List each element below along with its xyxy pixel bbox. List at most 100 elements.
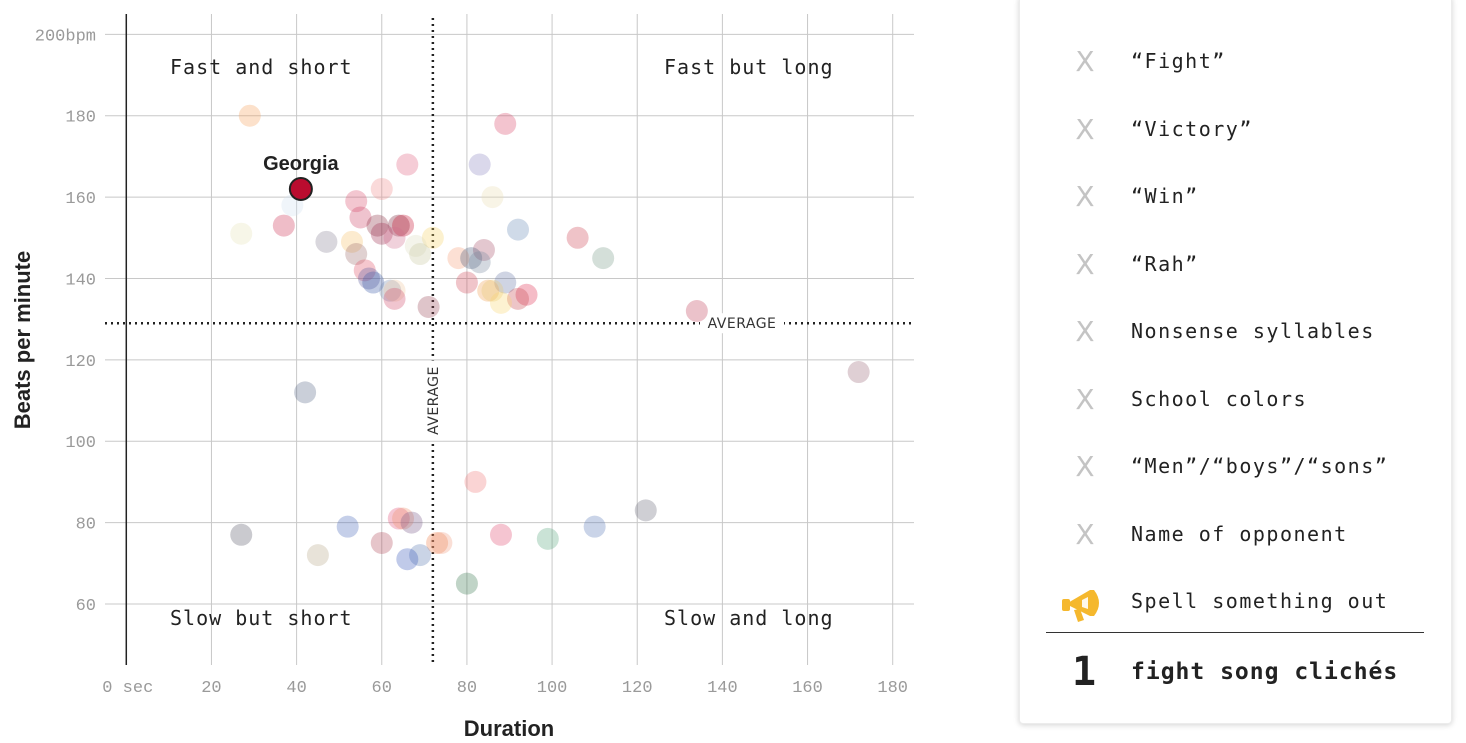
average-bpm-label: AVERAGE: [708, 316, 777, 332]
data-point[interactable]: [409, 544, 432, 567]
x-tick-label: 0 sec: [102, 679, 153, 698]
average-lines: AVERAGE AVERAGE: [105, 18, 914, 665]
data-point[interactable]: [392, 507, 415, 530]
data-point[interactable]: [421, 226, 444, 249]
data-point[interactable]: [489, 523, 512, 546]
data-point[interactable]: [362, 271, 385, 294]
data-points: [230, 104, 870, 595]
data-point[interactable]: [847, 361, 870, 384]
data-point[interactable]: [417, 295, 440, 318]
data-point[interactable]: [404, 234, 427, 257]
y-tick-label: 120: [65, 353, 96, 372]
data-point[interactable]: [383, 226, 406, 249]
data-point[interactable]: [396, 153, 419, 176]
data-point[interactable]: [507, 218, 530, 241]
data-point[interactable]: [336, 515, 359, 538]
x-icon: X: [1075, 45, 1095, 78]
cliche-label: “Win”: [1131, 184, 1199, 208]
data-point[interactable]: [230, 222, 253, 245]
y-tick-label: 80: [76, 516, 96, 535]
data-point[interactable]: [294, 381, 317, 404]
x-tick-label: 180: [877, 679, 908, 698]
data-point[interactable]: [515, 283, 538, 306]
x-icon: X: [1075, 180, 1095, 213]
data-point[interactable]: [345, 243, 368, 266]
data-point[interactable]: [238, 104, 261, 127]
data-point[interactable]: [357, 267, 380, 290]
data-point[interactable]: [272, 214, 295, 237]
data-point[interactable]: [464, 470, 487, 493]
grid: [105, 14, 914, 665]
x-icon: X: [1075, 247, 1095, 281]
data-point[interactable]: [494, 112, 517, 135]
panel-divider: [1046, 632, 1424, 633]
data-point[interactable]: [489, 291, 512, 314]
data-point[interactable]: [566, 226, 589, 249]
data-point[interactable]: [468, 153, 491, 176]
data-point[interactable]: [507, 287, 530, 310]
x-tick-label: 160: [792, 679, 823, 698]
cliche-item: X “Fight”: [1020, 42, 1451, 82]
data-point[interactable]: [306, 544, 329, 567]
data-point[interactable]: [370, 222, 393, 245]
data-point[interactable]: [685, 300, 708, 323]
cliche-item: X “Rah”: [1020, 245, 1451, 285]
cliche-label: “Men”/“boys”/“sons”: [1131, 454, 1389, 478]
highlight-group: Georgia: [263, 153, 340, 201]
data-point[interactable]: [447, 247, 470, 270]
cliche-item: X “Men”/“boys”/“sons”: [1020, 447, 1451, 487]
data-point[interactable]: [353, 259, 376, 282]
data-point[interactable]: [396, 548, 419, 571]
data-point[interactable]: [383, 287, 406, 310]
tick-labels: 60 80 100 120 140 160 180 200bpm 0 sec 20 40 60 80 10…: [35, 27, 908, 698]
y-tick-label: 140: [65, 271, 96, 290]
data-point[interactable]: [315, 230, 338, 253]
data-point[interactable]: [592, 247, 615, 270]
data-point[interactable]: [634, 499, 657, 522]
data-point[interactable]: [472, 238, 495, 261]
x-tick-label: 100: [537, 679, 568, 698]
data-point[interactable]: [340, 230, 363, 253]
data-point[interactable]: [477, 279, 500, 302]
data-point[interactable]: [383, 279, 406, 302]
x-icon: X: [1075, 112, 1095, 146]
data-point[interactable]: [370, 531, 393, 554]
data-point[interactable]: [345, 190, 368, 213]
data-point[interactable]: [426, 531, 449, 554]
x-axis-title: Duration: [464, 716, 554, 741]
data-point[interactable]: [468, 251, 491, 274]
data-point[interactable]: [230, 523, 253, 546]
data-point[interactable]: [379, 279, 402, 302]
data-point[interactable]: [583, 515, 606, 538]
data-point[interactable]: [494, 271, 517, 294]
highlight-point[interactable]: [288, 176, 313, 201]
average-duration-label: AVERAGE: [426, 366, 442, 435]
y-tick-label: 60: [76, 597, 96, 616]
data-point[interactable]: [455, 572, 478, 595]
data-point[interactable]: [370, 177, 393, 200]
quadrant-label-top-right: Fast but long: [664, 55, 834, 79]
x-icon: X: [1075, 315, 1095, 348]
data-point[interactable]: [349, 206, 372, 229]
data-point[interactable]: [387, 214, 410, 237]
data-point[interactable]: [481, 186, 504, 209]
data-point[interactable]: [460, 247, 483, 270]
data-point[interactable]: [481, 279, 504, 302]
data-point[interactable]: [409, 243, 432, 266]
y-tick-label: 180: [65, 109, 96, 128]
data-point[interactable]: [430, 531, 453, 554]
data-point[interactable]: [455, 271, 478, 294]
data-point[interactable]: [392, 214, 415, 237]
x-tick-label: 60: [372, 679, 392, 698]
cliche-label: “Rah”: [1131, 251, 1199, 276]
cliche-count: 1: [1072, 649, 1097, 695]
x-icon: X: [1075, 382, 1095, 416]
cliche-item: X Name of opponent: [1020, 515, 1451, 555]
data-point[interactable]: [536, 527, 559, 550]
data-point[interactable]: [400, 511, 423, 534]
data-point[interactable]: [366, 214, 389, 237]
megaphone-icon: [1062, 590, 1099, 622]
data-point[interactable]: [387, 507, 410, 530]
cliche-summary: fight song clichés: [1131, 659, 1399, 685]
y-tick-label: 100: [65, 434, 96, 453]
